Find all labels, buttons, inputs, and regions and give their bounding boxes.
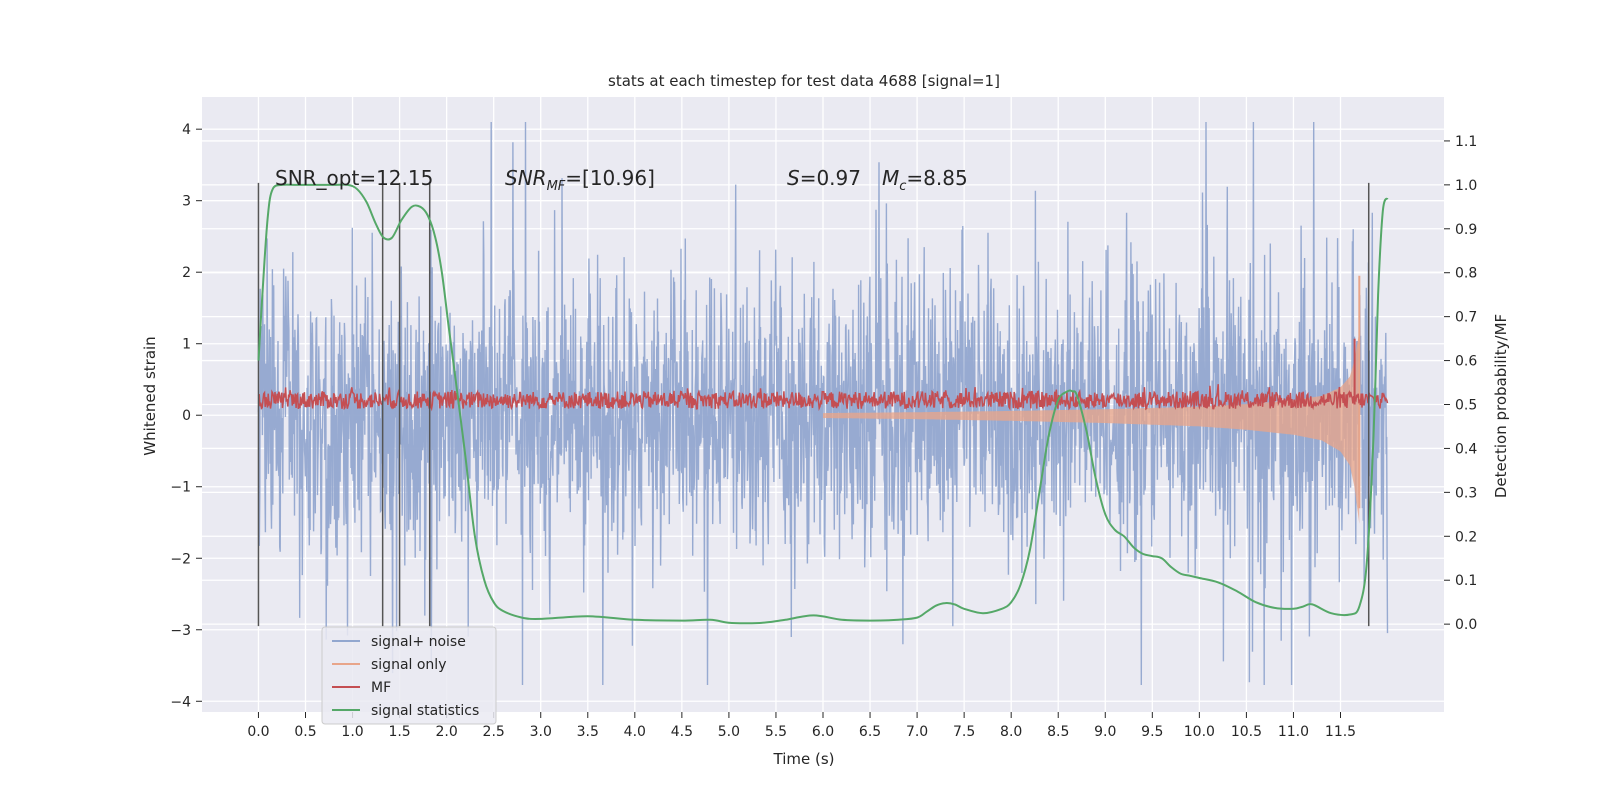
s-value: =0.97 [800, 166, 861, 190]
y-right-tick-label: 1.1 [1455, 134, 1477, 150]
legend-label-signal-statistics: signal statistics [371, 703, 479, 719]
s-symbol: S [787, 166, 800, 190]
x-tick-label: 5.0 [718, 724, 740, 740]
snr-mf-sub: MF [547, 179, 566, 194]
annotation-mc: Mc=8.85 [882, 166, 968, 194]
y-right-tick-label: 0.3 [1455, 485, 1477, 501]
annotation-snr-mf: SNRMF=[10.96] [505, 166, 655, 194]
y-axis-ticks: 4 3 2 1 0 −1 −2 −3 −4 [170, 122, 202, 710]
legend-label-mf: MF [371, 680, 391, 696]
y-tick-label: 3 [182, 194, 191, 210]
y-tick-label: −3 [170, 623, 191, 639]
y-tick-label: 1 [182, 337, 191, 353]
x-tick-label: 2.0 [436, 724, 458, 740]
x-tick-label: 1.0 [341, 724, 363, 740]
y-axis-label: Whitened strain [141, 336, 159, 455]
x-tick-label: 1.5 [388, 724, 410, 740]
x-tick-label: 11.5 [1325, 724, 1356, 740]
mc-value: =8.85 [906, 166, 967, 190]
x-tick-label: 4.0 [624, 724, 646, 740]
series-mf [257, 338, 1389, 412]
x-tick-label: 6.5 [859, 724, 881, 740]
y-right-tick-label: 0.5 [1455, 398, 1477, 414]
x-tick-label: 9.5 [1141, 724, 1163, 740]
y-right-tick-label: 1.0 [1455, 178, 1477, 194]
x-tick-label: 3.5 [577, 724, 599, 740]
y-right-tick-label: 0.4 [1455, 441, 1477, 457]
annotation-s: S=0.97 [787, 166, 861, 190]
mc-base: M [882, 166, 899, 190]
annotation-snr-opt: SNR_opt=12.15 [275, 166, 433, 190]
x-tick-label: 11.0 [1278, 724, 1309, 740]
mf-line [257, 384, 1389, 412]
y-right-axis-label: Detection probability/MF [1492, 314, 1510, 498]
y-tick-label: 4 [182, 122, 191, 138]
x-tick-label: 7.5 [953, 724, 975, 740]
x-tick-label: 0.5 [294, 724, 316, 740]
series-signal-statistics [257, 183, 1389, 625]
y-tick-label: 0 [182, 408, 191, 424]
y-right-tick-label: 0.2 [1455, 529, 1477, 545]
x-tick-label: 2.5 [483, 724, 505, 740]
x-axis-label: Time (s) [773, 750, 835, 768]
plot-content [257, 121, 1389, 686]
y-right-tick-label: 0.0 [1455, 617, 1477, 633]
y-tick-label: −1 [170, 480, 191, 496]
x-tick-label: 5.5 [765, 724, 787, 740]
y-right-tick-label: 0.9 [1455, 222, 1477, 238]
series-signal-only [823, 275, 1361, 524]
legend: signal+ noise signal only MF signal stat… [321, 626, 497, 725]
y-right-tick-label: 0.7 [1455, 310, 1477, 326]
x-tick-label: 8.0 [1000, 724, 1022, 740]
event-markers [257, 182, 1370, 627]
snr-mf-value: =[10.96] [565, 166, 655, 190]
legend-box [321, 626, 497, 725]
y-tick-label: −4 [170, 694, 191, 710]
legend-label-signal-plus-noise: signal+ noise [371, 634, 466, 650]
x-tick-label: 4.5 [671, 724, 693, 740]
y-tick-label: 2 [182, 265, 191, 281]
snr-mf-base: SNR [505, 166, 547, 190]
y-right-tick-label: 0.6 [1455, 354, 1477, 370]
x-tick-label: 8.5 [1047, 724, 1069, 740]
x-axis-ticks: 0.0 0.5 1.0 1.5 2.0 2.5 3.0 3.5 4.0 4.5 5.0 5.5 6.0 6… [247, 712, 1356, 740]
y-right-tick-label: 0.8 [1455, 266, 1477, 282]
signal-statistics-line [257, 183, 1389, 625]
x-tick-label: 0.0 [247, 724, 269, 740]
signal-only-band [823, 331, 1360, 524]
x-tick-label: 3.0 [530, 724, 552, 740]
annotations: SNR_opt=12.15 SNRMF=[10.96] S=0.97 Mc=8.… [275, 166, 968, 194]
legend-label-signal-only: signal only [371, 657, 446, 673]
x-tick-label: 7.0 [906, 724, 928, 740]
x-tick-label: 9.0 [1094, 724, 1116, 740]
chart-title: stats at each timestep for test data 468… [608, 72, 1000, 90]
y-right-axis-ticks: 1.1 1.0 0.9 0.8 0.7 0.6 0.5 0.4 0.3 0.2 0.1 0.0 [1444, 134, 1477, 633]
x-tick-label: 6.0 [812, 724, 834, 740]
y-right-tick-label: 0.1 [1455, 573, 1477, 589]
mc-sub: c [899, 179, 906, 194]
y-tick-label: −2 [170, 551, 191, 567]
x-tick-label: 10.0 [1184, 724, 1215, 740]
x-tick-label: 10.5 [1231, 724, 1262, 740]
